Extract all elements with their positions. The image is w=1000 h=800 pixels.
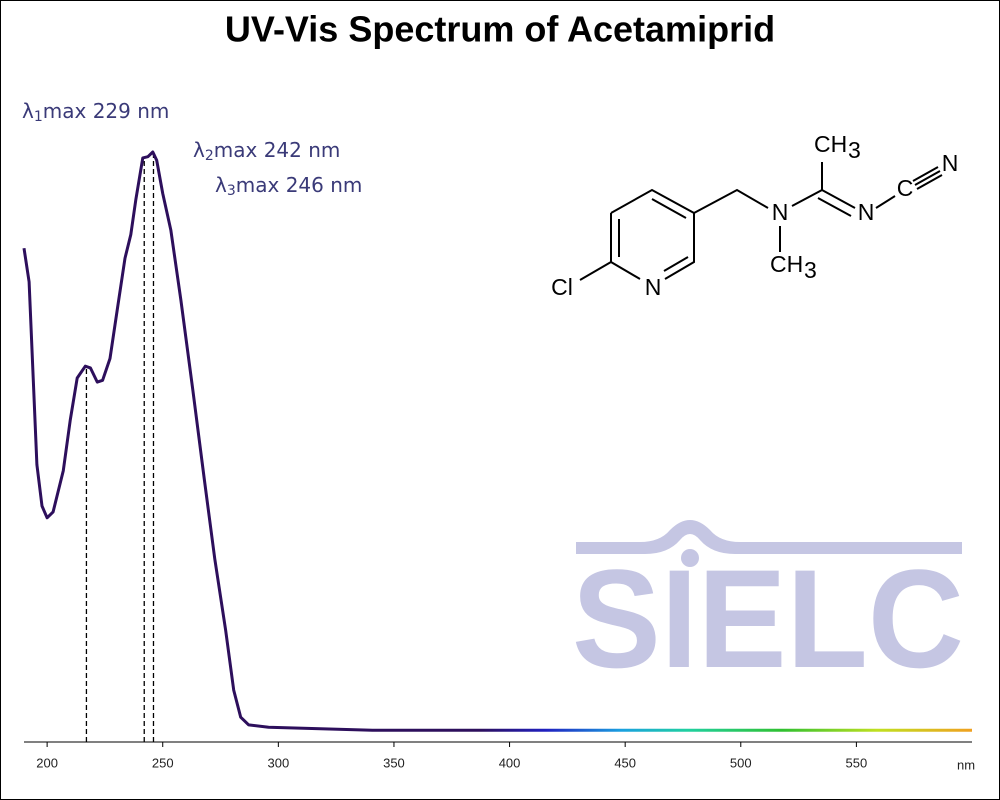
x-tick-label: 500 bbox=[730, 755, 752, 770]
annotation-text: max 229 nm bbox=[43, 99, 170, 123]
watermark: SIELC bbox=[572, 520, 964, 697]
logo-arc bbox=[576, 520, 962, 554]
atom-label: N bbox=[645, 274, 662, 300]
atom-label: N bbox=[942, 150, 959, 176]
peak-annotation: λ1max 229 nm bbox=[22, 99, 169, 126]
atom-label: CH bbox=[770, 251, 803, 277]
x-tick-label: 400 bbox=[499, 755, 521, 770]
x-tick-label: 250 bbox=[152, 755, 174, 770]
spectrum-line bbox=[22, 150, 972, 732]
atom-label: N bbox=[772, 199, 789, 225]
logo-dot bbox=[681, 549, 699, 567]
x-tick-label: 350 bbox=[383, 755, 405, 770]
lambda-subscript: 1 bbox=[34, 109, 43, 125]
bonds bbox=[579, 162, 943, 281]
lambda-subscript: 3 bbox=[227, 183, 236, 199]
x-unit: nm bbox=[957, 757, 975, 772]
x-tick-label: 200 bbox=[36, 755, 58, 770]
peak-annotation: λ2max 242 nm bbox=[193, 138, 340, 165]
annotation-text: max 246 nm bbox=[236, 173, 363, 197]
lambda-subscript: 2 bbox=[205, 148, 214, 164]
chart-title: UV-Vis Spectrum of Acetamiprid bbox=[225, 9, 775, 50]
x-tick-label: 300 bbox=[267, 755, 289, 770]
lambda-symbol: λ bbox=[22, 99, 34, 123]
x-tick-label: 550 bbox=[846, 755, 868, 770]
watermark-text: SIELC bbox=[572, 540, 964, 697]
structure: Cl N N CH 3 CH 3 N C N bbox=[551, 131, 958, 300]
atom-label: CH bbox=[814, 131, 847, 157]
atom-subscript: 3 bbox=[848, 137, 861, 163]
atom-label: Cl bbox=[551, 274, 573, 300]
atom-label: N bbox=[858, 199, 875, 225]
lambda-symbol: λ bbox=[215, 173, 227, 197]
annotation-text: max 242 nm bbox=[214, 138, 341, 162]
atom-subscript: 3 bbox=[804, 257, 817, 283]
atom-label: C bbox=[897, 175, 914, 201]
peak-annotation: λ3max 246 nm bbox=[215, 173, 362, 200]
x-tick-label: 450 bbox=[614, 755, 636, 770]
lambda-symbol: λ bbox=[193, 138, 205, 162]
